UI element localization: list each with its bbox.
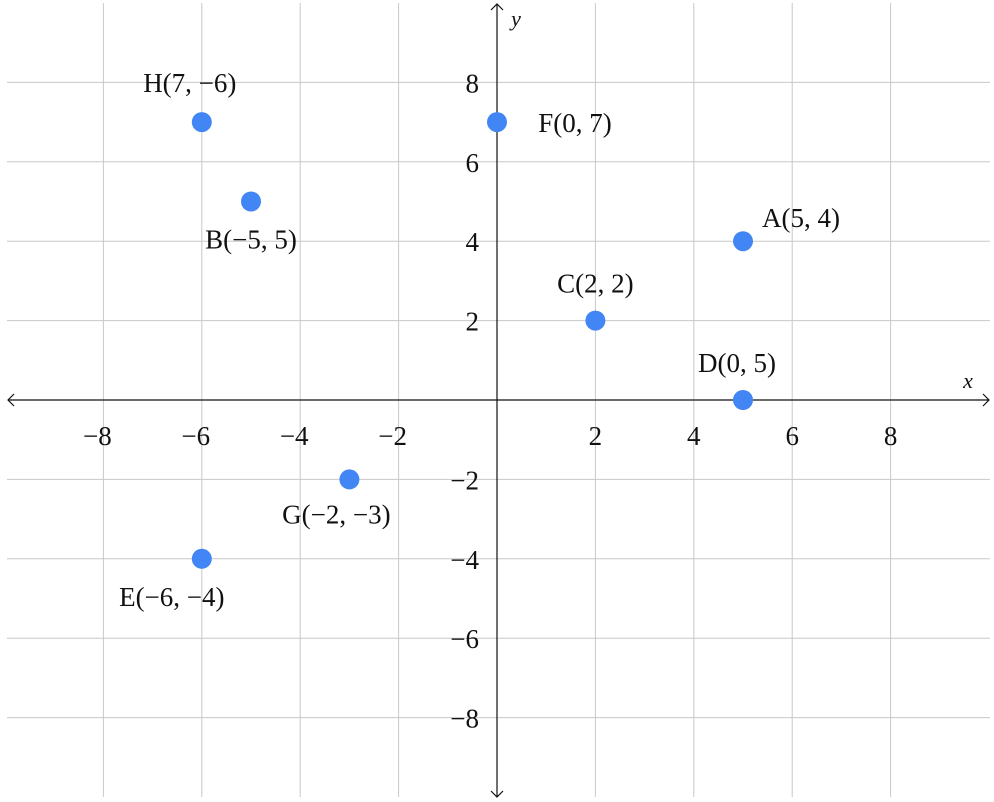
y-axis-label: y (509, 6, 521, 31)
y-tick-label: 8 (466, 68, 480, 98)
point-label: A(5, 4) (762, 203, 840, 233)
data-point (585, 310, 606, 331)
x-axis-label: x (962, 368, 973, 393)
data-point (487, 112, 507, 133)
x-tick-label: −2 (378, 421, 407, 451)
x-tick-label: −6 (181, 421, 210, 451)
data-point (339, 469, 360, 490)
x-tick-label: −4 (280, 421, 309, 451)
point-label: C(2, 2) (557, 269, 634, 299)
y-tick-label: 4 (466, 227, 480, 257)
point-label: D(0, 5) (698, 348, 776, 378)
y-axis-arrows (490, 3, 504, 798)
x-tick-label: −8 (83, 421, 112, 451)
y-tick-label: −2 (450, 465, 479, 495)
data-point (241, 191, 261, 212)
x-tick-label: 2 (589, 421, 603, 451)
y-tick-label: −6 (450, 624, 479, 654)
point-label: B(−5, 5) (205, 225, 297, 255)
point-label: G(−2, −3) (282, 499, 390, 529)
data-point (191, 548, 212, 569)
point-label: F(0, 7) (538, 108, 612, 138)
y-tick-label: −4 (450, 545, 479, 575)
point-label: H(7, −6) (143, 68, 236, 98)
point-label: E(−6, −4) (119, 582, 224, 612)
data-point (733, 231, 753, 252)
x-tick-label: 4 (687, 421, 701, 451)
y-tick-label: 2 (466, 307, 480, 337)
x-axis-arrows (7, 393, 990, 407)
x-tick-label: 6 (785, 421, 799, 451)
data-point (191, 112, 212, 133)
y-tick-label: −8 (450, 704, 479, 734)
y-tick-label: 6 (466, 148, 480, 178)
x-tick-label: 8 (884, 421, 898, 451)
data-point (733, 390, 753, 410)
